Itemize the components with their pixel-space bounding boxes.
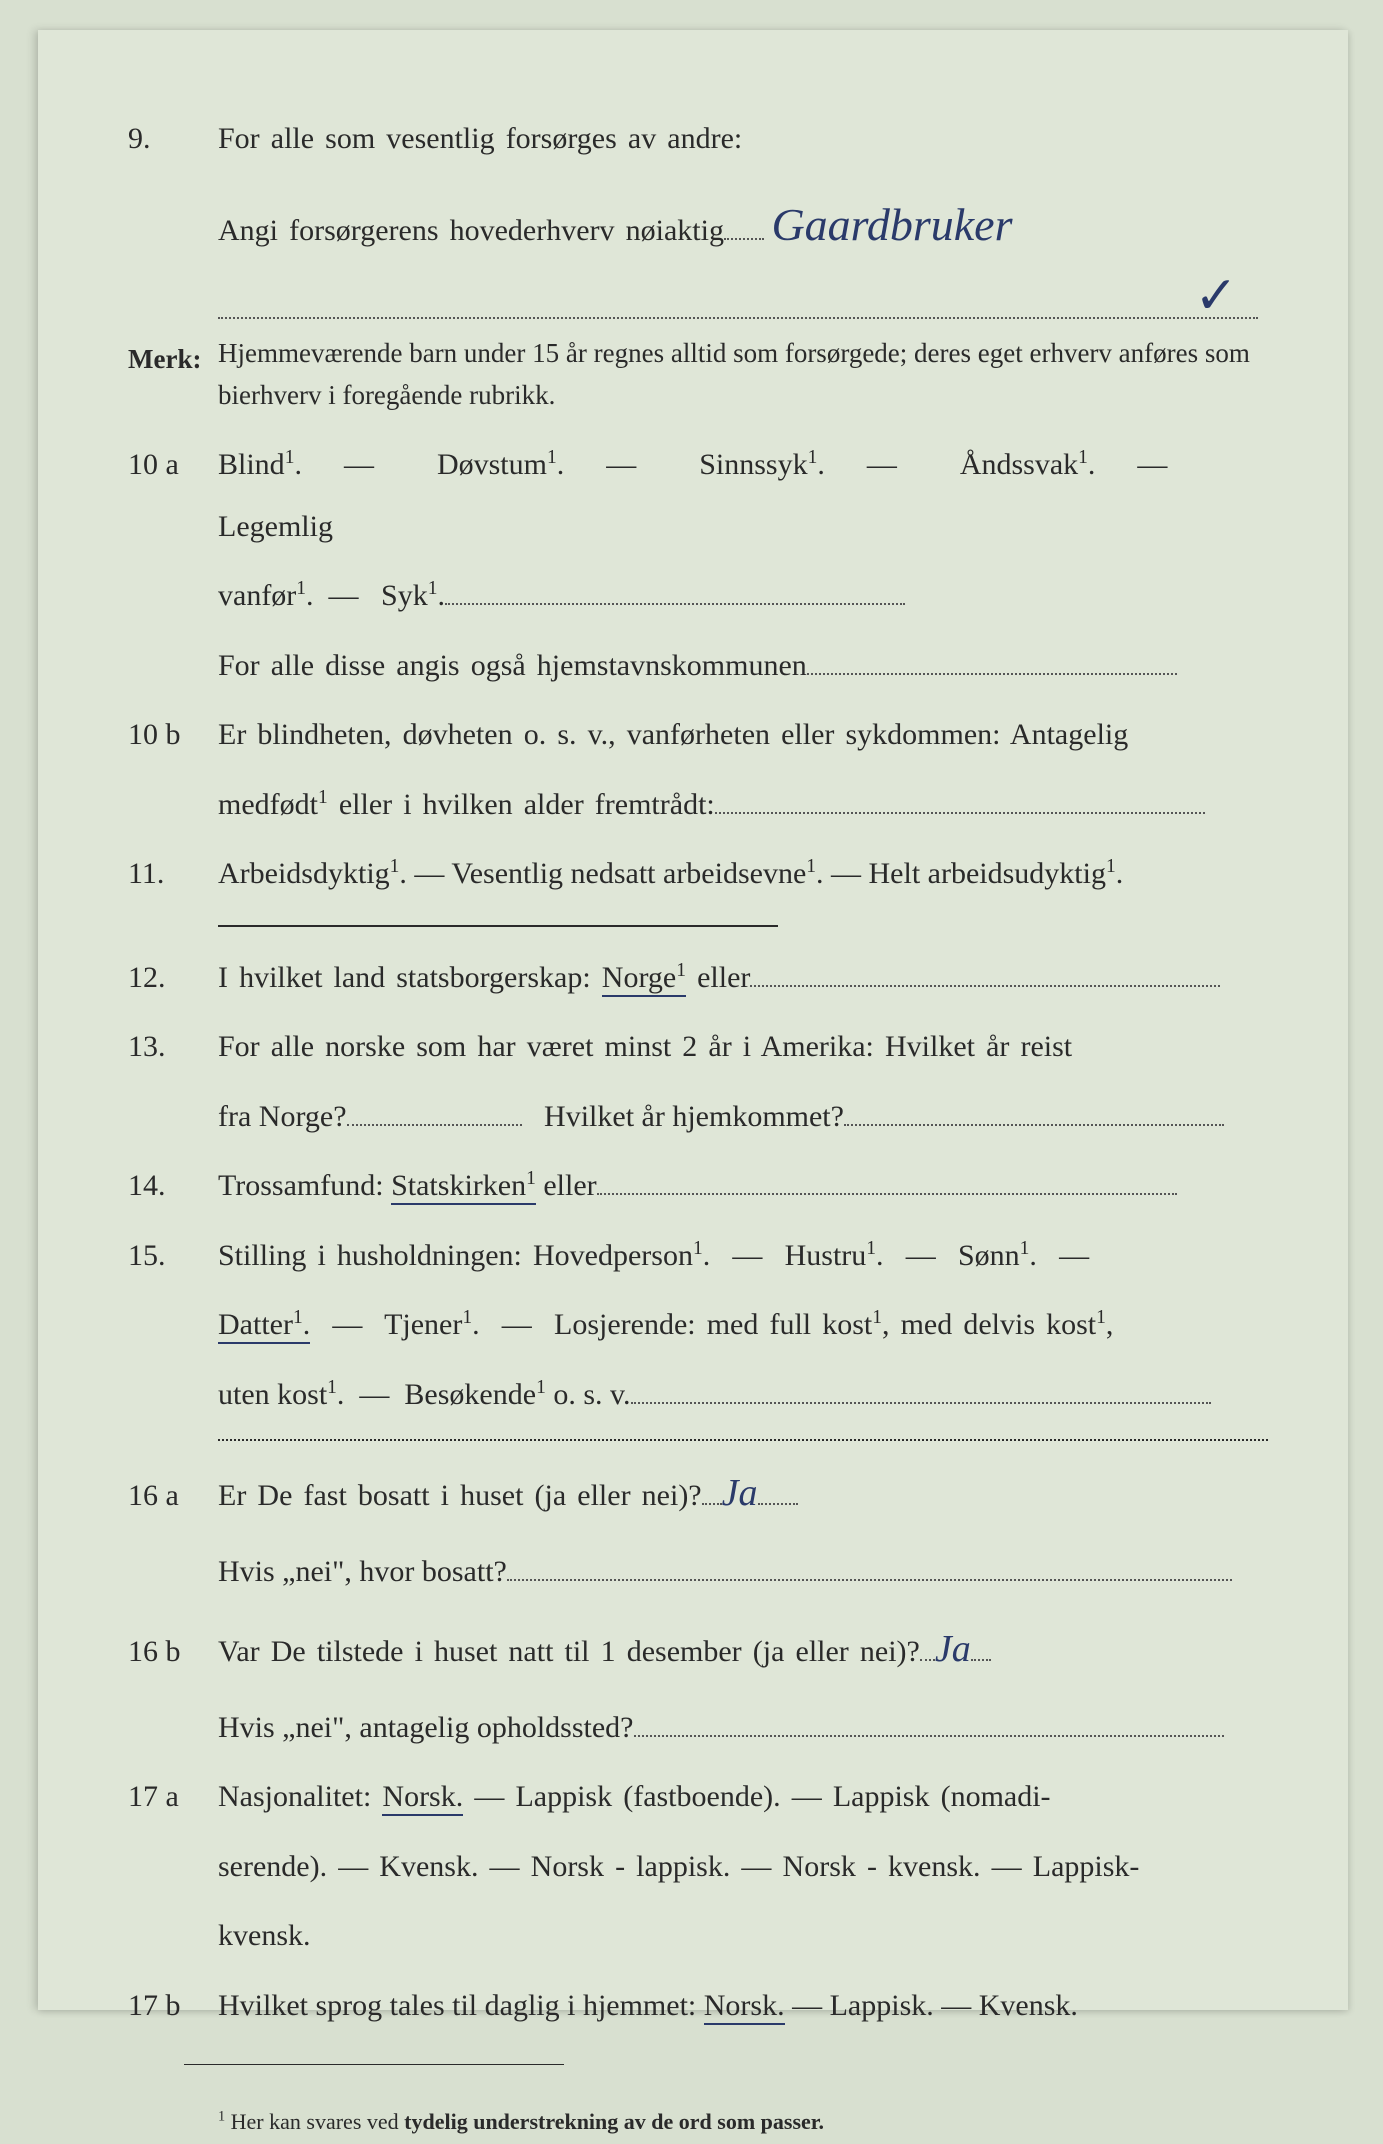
q17a-row1: 17 a Nasjonalitet: Norsk. — Lappisk (fas…: [128, 1766, 1268, 1828]
q9-line1: For alle som vesentlig forsørges av andr…: [218, 108, 1268, 170]
q17b-norsk: Norsk.: [704, 1989, 785, 2025]
q16b-row1: 16 b Var De tilstede i huset natt til 1 …: [128, 1611, 1268, 1689]
q16a-num: 16 a: [128, 1467, 218, 1526]
q10b-line1: Er blindheten, døvheten o. s. v., vanfør…: [218, 704, 1268, 766]
q14-num: 14.: [128, 1157, 218, 1216]
q15-datter: Datter1.: [218, 1308, 310, 1344]
q11-row: 11. Arbeidsdyktig1. — Vesentlig nedsatt …: [128, 843, 1268, 905]
q15-num: 15.: [128, 1227, 218, 1286]
q15-row3: uten kost1. — Besøkende1 o. s. v.: [128, 1364, 1268, 1426]
q17b-row: 17 b Hvilket sprog tales til daglig i hj…: [128, 1975, 1268, 2037]
q17b-num: 17 b: [128, 1977, 218, 2036]
q15-row1: 15. Stilling i husholdningen: Hovedperso…: [128, 1225, 1268, 1287]
q9-answer: Gaardbruker: [771, 199, 1012, 250]
q13-row2: fra Norge? Hvilket år hjemkommet?: [128, 1086, 1268, 1148]
q10a-row2: vanfør1. — Syk1.: [128, 565, 1268, 627]
q9-row2: Angi forsørgerens hovederhverv nøiaktig …: [128, 178, 1268, 272]
q16a-answer: Ja: [722, 1472, 758, 1514]
q13-row1: 13. For alle norske som har været minst …: [128, 1016, 1268, 1078]
q12-num: 12.: [128, 949, 218, 1008]
q17a-num: 17 a: [128, 1768, 218, 1827]
q10b-row2: medfødt1 eller i hvilken alder fremtrådt…: [128, 774, 1268, 836]
q10a-row3: For alle disse angis også hjemstavnskomm…: [128, 635, 1268, 697]
q16b-num: 16 b: [128, 1623, 218, 1682]
q9-cont-line: ✓: [218, 280, 1258, 319]
q17a-line3: kvensk.: [218, 1905, 1268, 1967]
footnote-rule: [184, 2064, 564, 2065]
q14-row: 14. Trossamfund: Statskirken1 eller: [128, 1155, 1268, 1217]
q16b-answer: Ja: [935, 1628, 971, 1670]
merk-row: Merk: Hjemmeværende barn under 15 år reg…: [128, 333, 1268, 417]
q9-num: 9.: [128, 110, 218, 169]
q9-row1: 9. For alle som vesentlig forsørges av a…: [128, 108, 1268, 170]
q10b-row1: 10 b Er blindheten, døvheten o. s. v., v…: [128, 704, 1268, 766]
footnote: 1 Her kan svares ved tydelig understrekn…: [158, 2087, 858, 2144]
q16b-row2: Hvis „nei", antagelig opholdssted?: [128, 1697, 1268, 1759]
q10a-num: 10 a: [128, 436, 218, 495]
q17a-row2: serende). — Kvensk. — Norsk - lappisk. —…: [128, 1836, 1268, 1898]
q9-line2: Angi forsørgerens hovederhverv nøiaktig: [218, 214, 724, 247]
q16a-row1: 16 a Er De fast bosatt i huset (ja eller…: [128, 1455, 1268, 1533]
q17a-line2: serende). — Kvensk. — Norsk - lappisk. —…: [218, 1836, 1268, 1898]
q17a-row3: kvensk.: [128, 1905, 1268, 1967]
q16a-row2: Hvis „nei", hvor bosatt?: [128, 1541, 1268, 1603]
q17a-norsk: Norsk.: [382, 1780, 463, 1816]
q14-stats: Statskirken1: [391, 1169, 536, 1205]
q9-check: ✓: [1194, 246, 1238, 347]
q12-row: 12. I hvilket land statsborgerskap: Norg…: [128, 947, 1268, 1009]
q13-line1: For alle norske som har været minst 2 år…: [218, 1016, 1268, 1078]
q11-num: 11.: [128, 845, 218, 904]
q15-row2: Datter1. — Tjener1. — Losjerende: med fu…: [128, 1294, 1268, 1356]
divider-2: [218, 1439, 1268, 1441]
form-page: 9. For alle som vesentlig forsørges av a…: [38, 30, 1348, 2010]
divider-1: [218, 925, 778, 927]
q10a-row1: 10 a Blind1. — Døvstum1. — Sinnssyk1. — …: [128, 434, 1268, 557]
merk-text: Hjemmeværende barn under 15 år regnes al…: [218, 333, 1268, 417]
q12-norge: Norge1: [602, 961, 686, 997]
q13-num: 13.: [128, 1018, 218, 1077]
merk-label: Merk:: [128, 333, 218, 386]
q10b-num: 10 b: [128, 706, 218, 765]
